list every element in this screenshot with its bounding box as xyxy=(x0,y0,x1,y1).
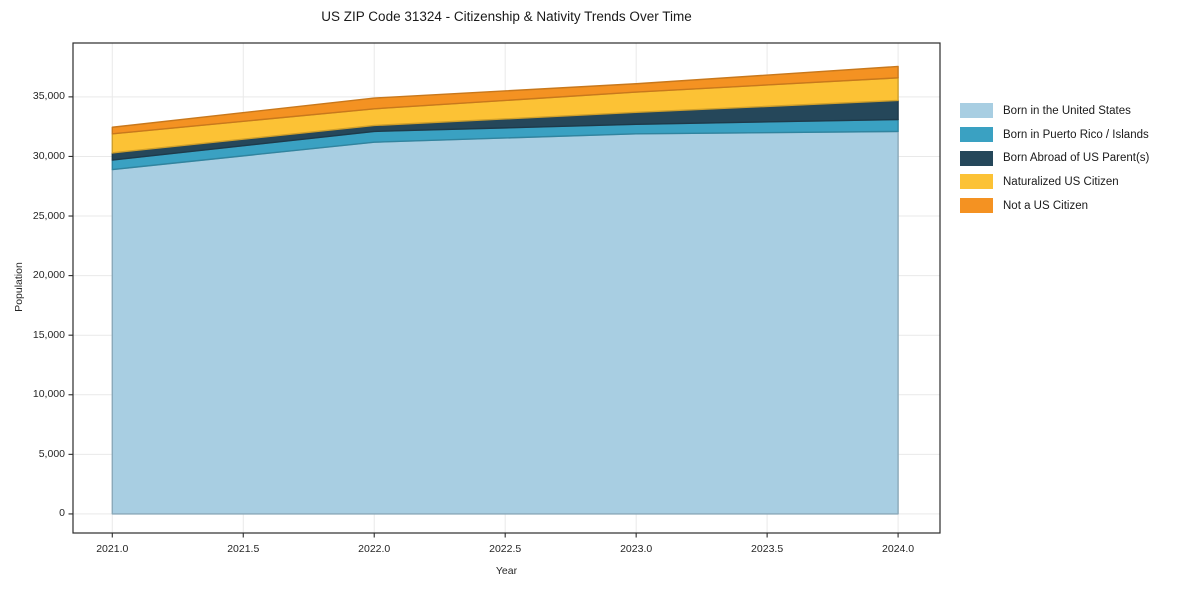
y-axis-label: Population xyxy=(13,262,25,312)
chart-title: US ZIP Code 31324 - Citizenship & Nativi… xyxy=(321,9,692,24)
y-tick-label: 25,000 xyxy=(32,209,65,222)
x-tick-label: 2024.0 xyxy=(882,543,915,555)
y-tick-label: 10,000 xyxy=(32,388,65,401)
legend-swatch xyxy=(960,174,993,190)
x-tick-label: 2022.0 xyxy=(358,543,391,555)
axes-box xyxy=(72,42,941,534)
y-tick-label: 5,000 xyxy=(38,447,65,460)
x-tick-label: 2021.0 xyxy=(96,543,129,555)
legend-item: Born in Puerto Rico / Islands xyxy=(960,123,1149,147)
y-tick-label: 30,000 xyxy=(32,149,65,162)
area-series xyxy=(111,130,899,515)
y-tick-label: 35,000 xyxy=(32,90,65,103)
legend-item: Born in the United States xyxy=(960,99,1149,123)
legend-item: Born Abroad of US Parent(s) xyxy=(960,146,1149,170)
y-tick-label: 20,000 xyxy=(32,269,65,282)
legend-label: Naturalized US Citizen xyxy=(1003,175,1119,188)
x-tick-label: 2021.5 xyxy=(227,543,260,555)
legend-label: Born Abroad of US Parent(s) xyxy=(1003,152,1150,165)
x-axis-label: Year xyxy=(495,565,518,577)
legend-label: Born in Puerto Rico / Islands xyxy=(1003,128,1149,141)
legend-swatch xyxy=(960,150,993,166)
y-tick-label: 0 xyxy=(59,507,65,520)
legend: Born in the United States Born in Puerto … xyxy=(960,99,1149,217)
legend-item: Naturalized US Citizen xyxy=(960,170,1149,194)
legend-swatch xyxy=(960,198,993,214)
area-series xyxy=(111,65,899,135)
legend-item: Not a US Citizen xyxy=(960,194,1149,218)
x-tick-label: 2023.5 xyxy=(751,543,784,555)
x-tick-label: 2022.5 xyxy=(489,543,522,555)
legend-label: Not a US Citizen xyxy=(1003,199,1089,212)
x-tick-label: 2023.0 xyxy=(620,543,653,555)
legend-label: Born in the United States xyxy=(1003,104,1131,117)
legend-swatch xyxy=(960,127,993,143)
y-tick-label: 15,000 xyxy=(32,328,65,341)
legend-swatch xyxy=(960,103,993,119)
